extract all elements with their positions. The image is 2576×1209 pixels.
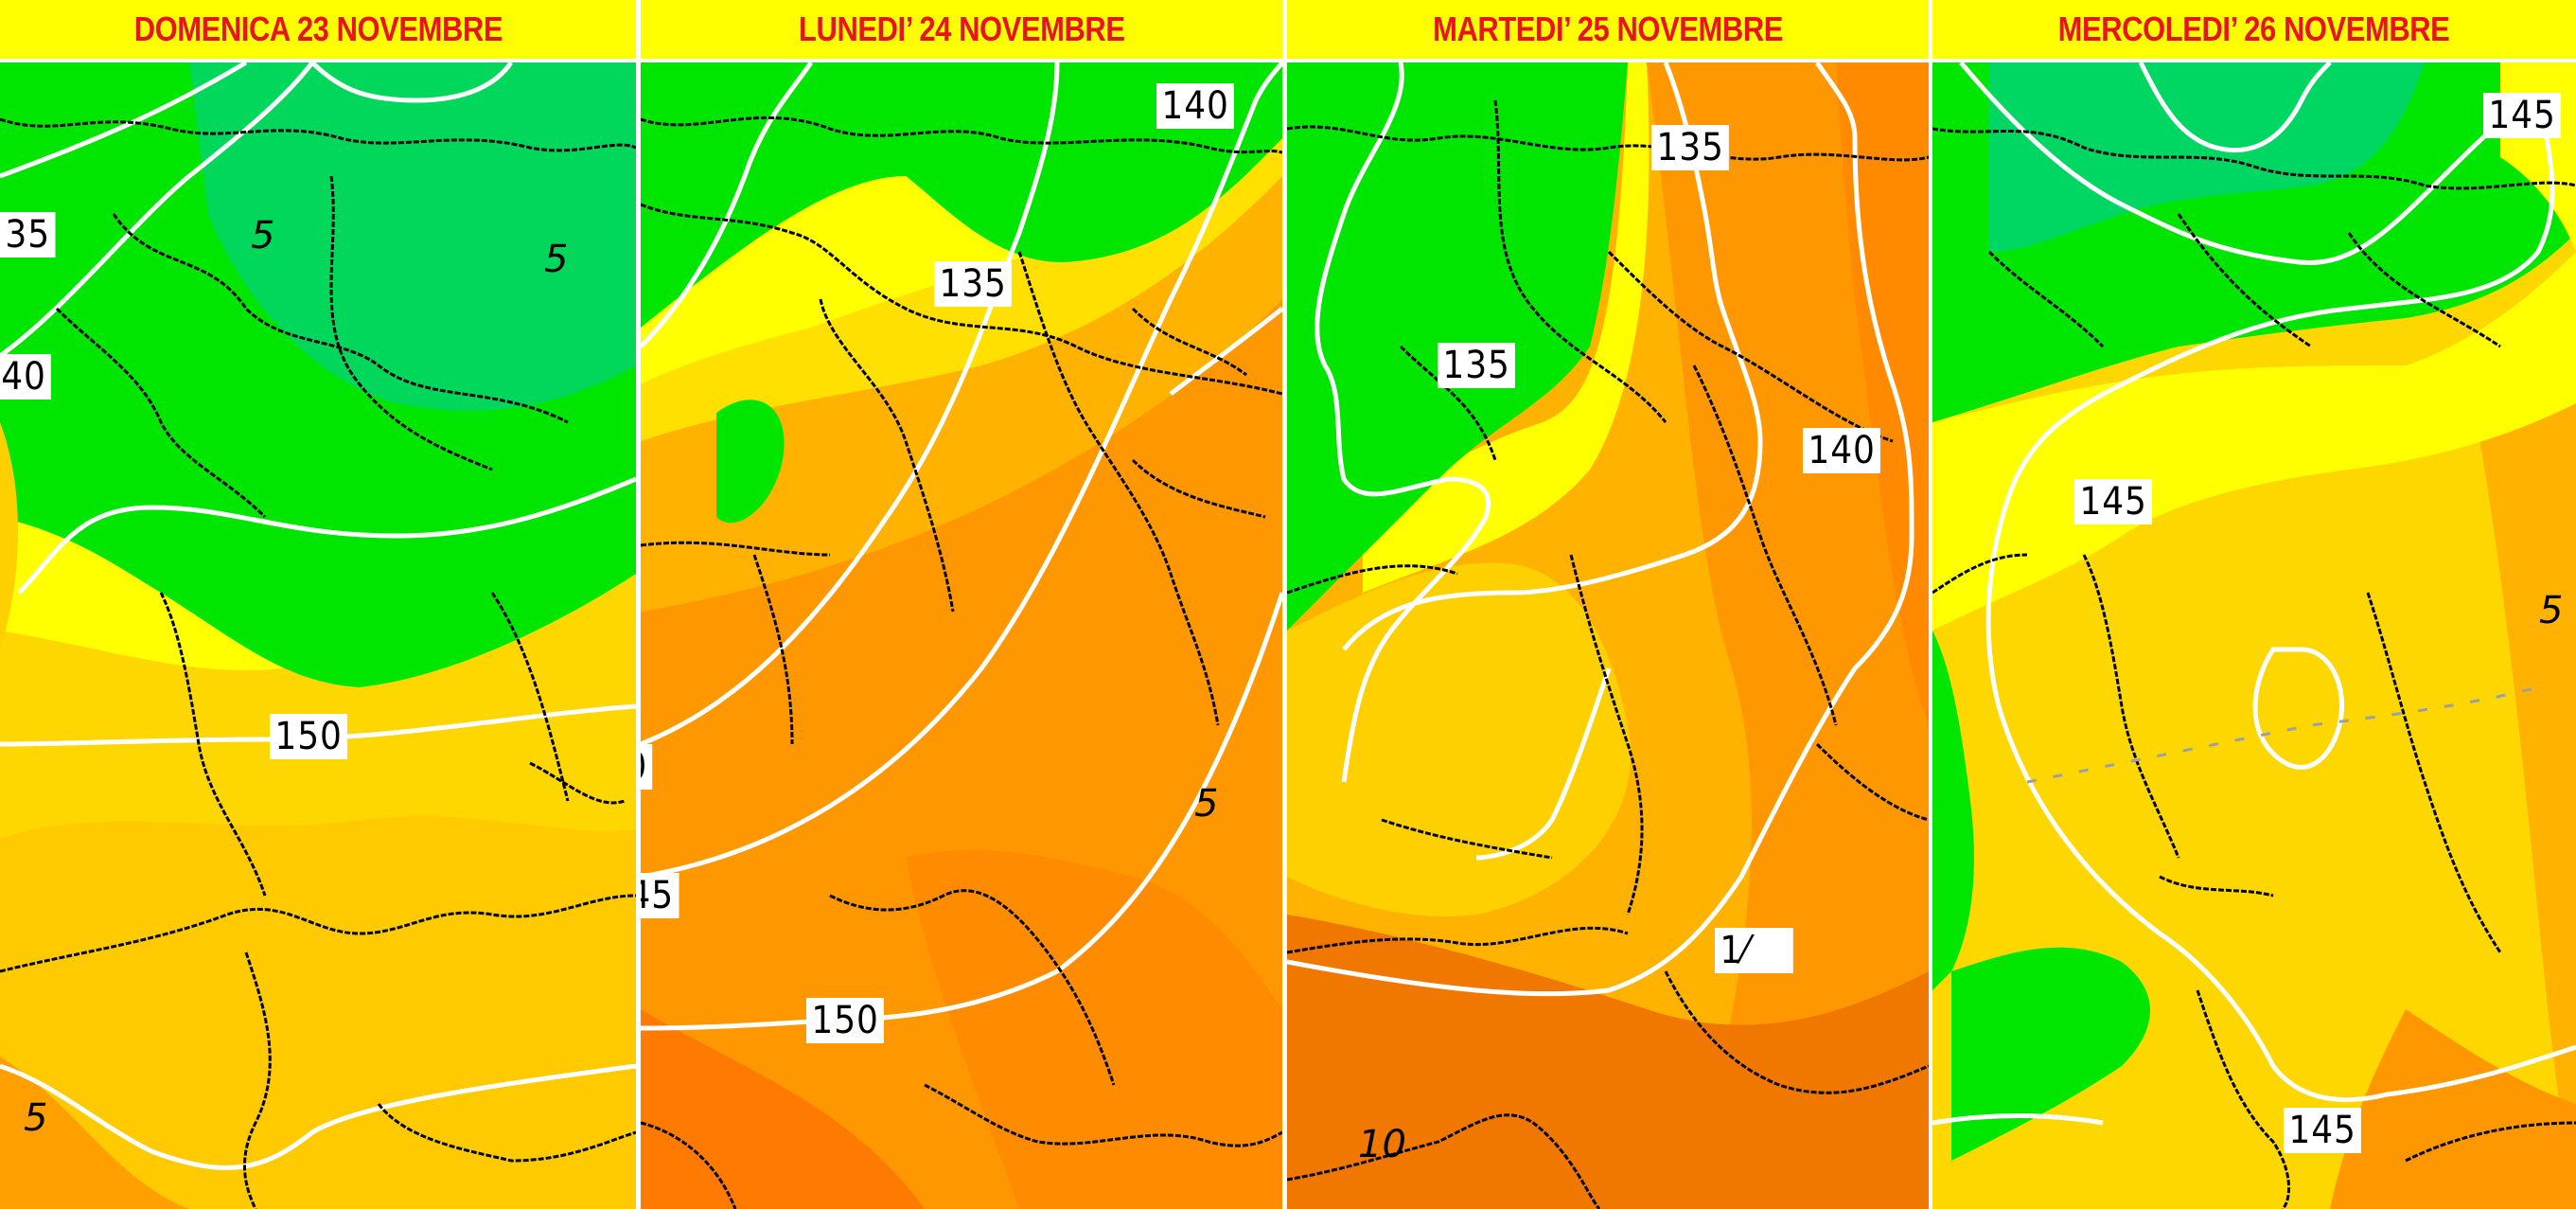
panel-date-header: MARTEDI’ 25 NOVEMBRE (1287, 0, 1929, 59)
panel-date-title: MARTEDI’ 25 NOVEMBRE (1433, 9, 1783, 48)
weather-map: 135 135 140 1⁄ 10 (1287, 62, 1929, 1209)
minor-contour-label: 5 (24, 1096, 48, 1140)
forecast-panel-sunday: DOMENICA 23 NOVEMBRE (0, 0, 636, 1209)
isoline-label: 140 (0, 354, 52, 400)
panel-date-header: DOMENICA 23 NOVEMBRE (0, 0, 636, 59)
forecast-panel-tuesday: MARTEDI’ 25 NOVEMBRE (1287, 0, 1929, 1209)
isoline-label: 45 (641, 873, 679, 918)
isoline-label: 150 (806, 998, 885, 1043)
isoline-label: 140 (1803, 428, 1881, 473)
minor-contour-label: 5 (2539, 589, 2564, 632)
map-field-graphic (1932, 62, 2576, 1209)
minor-contour-label: 5 (251, 214, 275, 258)
panel-date-title: DOMENICA 23 NOVEMBRE (133, 9, 503, 48)
panel-date-title: MERCOLEDI’ 26 NOVEMBRE (2058, 9, 2450, 48)
isoline-label: 135 (1651, 125, 1730, 170)
forecast-panel-wednesday: MERCOLEDI’ 26 NOVEMBRE (1932, 0, 2576, 1209)
isoline-label: 150 (270, 714, 348, 759)
panel-date-title: LUNEDI’ 24 NOVEMBRE (798, 9, 1125, 48)
isoline-label: 145 (2284, 1108, 2362, 1153)
isoline-label: 145 (2483, 93, 2562, 138)
panel-date-header: LUNEDI’ 24 NOVEMBRE (641, 0, 1282, 59)
isoline-label: 140 (1156, 83, 1235, 129)
weather-map: 145 145 145 5 (1932, 62, 2576, 1209)
map-field-graphic (641, 62, 1282, 1209)
forecast-panel-monday: LUNEDI’ 24 NOVEMBRE (641, 0, 1282, 1209)
weather-map: 35 140 150 5 5 5 (0, 62, 636, 1209)
isoline-label: 35 (0, 212, 56, 258)
map-field-graphic (1287, 62, 1929, 1209)
weather-map: 140 135 0 45 150 5 (641, 62, 1282, 1209)
isoline-label: 145 (2074, 479, 2153, 524)
panel-date-header: MERCOLEDI’ 26 NOVEMBRE (1932, 0, 2576, 59)
isoline-label: 0 (641, 744, 653, 790)
minor-contour-label: 5 (1194, 782, 1219, 826)
minor-contour-label: 5 (544, 238, 569, 281)
isoline-label: 1⁄ (1715, 928, 1793, 973)
isoline-label: 135 (934, 261, 1013, 307)
isoline-label: 135 (1438, 343, 1516, 388)
map-field-graphic (0, 62, 636, 1209)
minor-contour-label: 10 (1358, 1123, 1406, 1166)
